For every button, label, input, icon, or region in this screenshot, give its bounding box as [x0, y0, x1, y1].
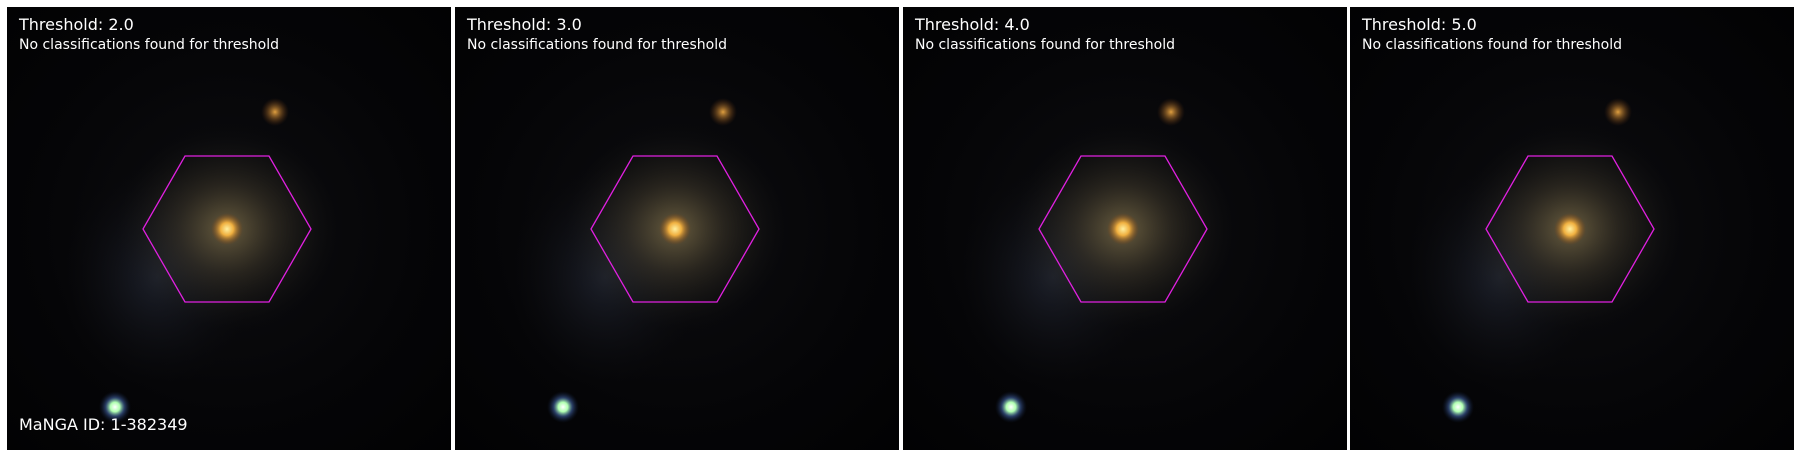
bright-star — [1442, 391, 1474, 423]
bright-star — [99, 391, 131, 423]
foreground-star — [1604, 98, 1632, 126]
panel-subtitle: No classifications found for threshold — [19, 37, 279, 53]
bright-star — [547, 391, 579, 423]
manga-id-label: MaNGA ID: 1-382349 — [19, 415, 188, 434]
foreground-star — [1157, 98, 1185, 126]
galaxy-core — [1107, 213, 1139, 245]
galaxy-image — [1405, 98, 1680, 423]
ifu-hexagon — [590, 155, 760, 303]
ifu-hexagon — [142, 155, 312, 303]
galaxy-core — [659, 213, 691, 245]
panel-subtitle: No classifications found for threshold — [1362, 37, 1622, 53]
bright-star — [995, 391, 1027, 423]
galaxy-core — [211, 213, 243, 245]
galaxy-panel-4: Threshold: 5.0 No classifications found … — [1350, 7, 1794, 450]
galaxy-core — [1554, 213, 1586, 245]
galaxy-panel-2: Threshold: 3.0 No classifications found … — [455, 7, 899, 450]
panel-subtitle: No classifications found for threshold — [467, 37, 727, 53]
galaxy-image — [62, 98, 337, 423]
panel-title: Threshold: 5.0 — [1362, 15, 1477, 34]
panel-title: Threshold: 4.0 — [915, 15, 1030, 34]
foreground-star — [709, 98, 737, 126]
foreground-star — [261, 98, 289, 126]
ifu-hexagon — [1038, 155, 1208, 303]
galaxy-image — [510, 98, 785, 423]
galaxy-image — [958, 98, 1233, 423]
ifu-hexagon — [1485, 155, 1655, 303]
galaxy-panel-1: Threshold: 2.0 No classifications found … — [7, 7, 451, 450]
panel-subtitle: No classifications found for threshold — [915, 37, 1175, 53]
panel-title: Threshold: 2.0 — [19, 15, 134, 34]
galaxy-panel-3: Threshold: 4.0 No classifications found … — [903, 7, 1347, 450]
panel-title: Threshold: 3.0 — [467, 15, 582, 34]
